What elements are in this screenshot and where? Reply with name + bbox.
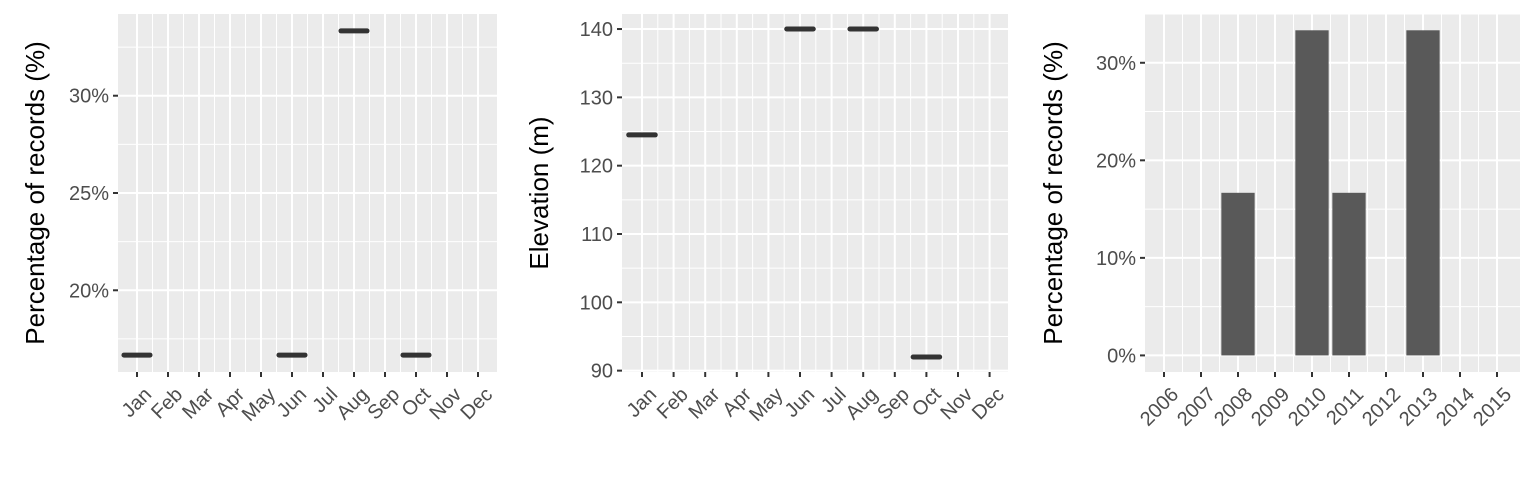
x-tick-label: Nov [936, 384, 977, 425]
x-tick-label: 2007 [1173, 384, 1220, 431]
x-tick-label: 2010 [1284, 384, 1331, 431]
y-tick-label: 20% [69, 280, 109, 302]
x-tick-label: Dec [456, 384, 497, 425]
x-tick-label: Mar [684, 383, 724, 423]
y-tick-label: 100 [580, 292, 613, 314]
x-tick-label: Oct [398, 383, 436, 421]
x-tick-label: 2006 [1136, 384, 1183, 431]
y-axis-title: Elevation (m) [524, 116, 554, 269]
panel-background [622, 14, 1008, 372]
bar-2013 [1406, 30, 1440, 356]
x-tick-label: 2008 [1210, 384, 1257, 431]
x-tick-label: Jun [273, 384, 311, 422]
x-tick-label: 2011 [1322, 384, 1368, 430]
x-tick-label: Sep [873, 384, 914, 425]
chart-panel-1: 20%25%30%JanFebMarAprMayJunJulAugSepOctN… [20, 14, 497, 426]
bar-2010 [1295, 30, 1329, 356]
y-tick-label: 140 [580, 19, 613, 41]
y-tick-label: 25% [69, 183, 109, 205]
y-tick-label: 130 [580, 87, 613, 109]
x-tick-label: Feb [653, 384, 693, 424]
x-tick-label: Feb [147, 384, 187, 424]
x-tick-label: 2015 [1469, 384, 1516, 431]
y-tick-label: 120 [580, 156, 613, 178]
x-tick-label: Jan [623, 384, 661, 422]
y-tick-label: 20% [1096, 150, 1136, 172]
y-axis-title: Percentage of records (%) [1038, 41, 1068, 344]
x-tick-label: Jan [118, 384, 156, 422]
x-tick-label: Jun [781, 384, 819, 422]
x-tick-label: 2012 [1358, 384, 1405, 431]
chart-panel-3: 0%10%20%30%20062007200820092010201120122… [1038, 13, 1520, 431]
x-tick-label: 2014 [1432, 384, 1479, 431]
x-tick-label: Oct [908, 383, 946, 421]
y-tick-label: 10% [1096, 248, 1136, 270]
chart-panel-2: 90100110120130140JanFebMarAprMayJunJulAu… [524, 14, 1009, 426]
bar-2011 [1332, 192, 1366, 356]
y-tick-label: 0% [1107, 345, 1136, 367]
y-tick-label: 90 [591, 361, 613, 383]
y-axis-title: Percentage of records (%) [20, 41, 50, 344]
bar-2008 [1221, 192, 1255, 356]
x-tick-label: Dec [968, 384, 1009, 425]
y-tick-label: 30% [69, 86, 109, 108]
y-tick-label: 30% [1096, 53, 1136, 75]
x-tick-label: 2009 [1247, 384, 1294, 431]
y-tick-label: 110 [581, 224, 613, 246]
x-tick-label: 2013 [1395, 384, 1442, 431]
x-tick-label: Aug [842, 384, 883, 425]
